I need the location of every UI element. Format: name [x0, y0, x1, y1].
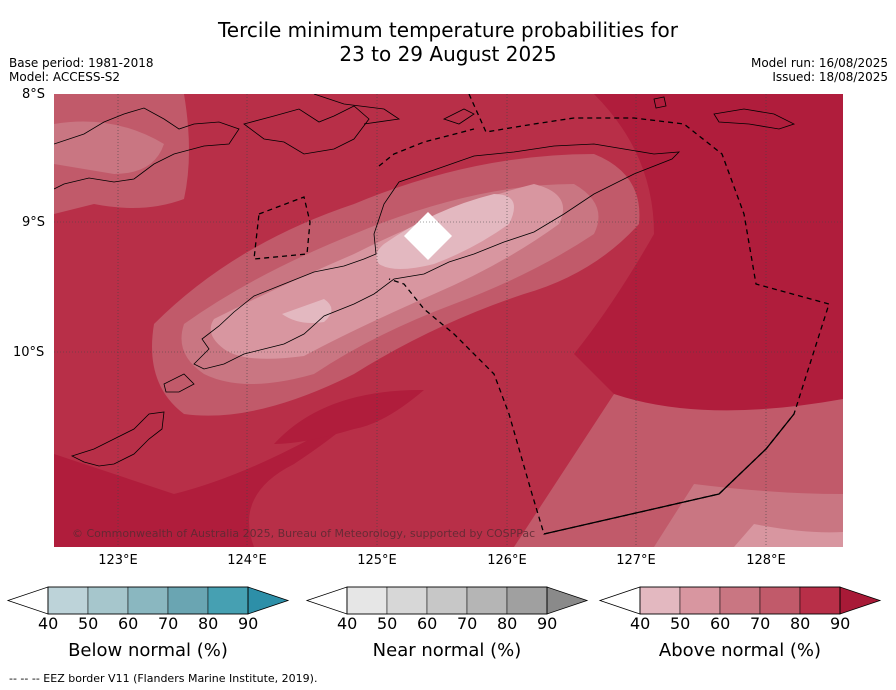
- colorbar-above-tick: 50: [670, 614, 691, 633]
- band-white: [404, 212, 452, 260]
- probability-map: [54, 94, 843, 547]
- base-period: Base period: 1981-2018: [9, 56, 154, 70]
- lon-label-128e: 128°E: [746, 553, 786, 568]
- solid-border: [543, 413, 795, 535]
- meta-left: Base period: 1981-2018 Model: ACCESS-S2: [9, 56, 154, 84]
- lon-label-127e: 127°E: [616, 553, 656, 568]
- colorbar-below-outline: [47, 586, 249, 615]
- coastlines: [54, 94, 796, 467]
- colorbar-near-tick: 70: [457, 614, 478, 633]
- colorbar-above-normal: [598, 586, 882, 615]
- colorbar-near-tick: 60: [417, 614, 438, 633]
- colorbar-above-tick: 70: [750, 614, 771, 633]
- colorbar-below-normal: [6, 586, 290, 615]
- colorbar-above-segment: [639, 586, 681, 615]
- colorbar-below-segment: [87, 586, 129, 615]
- colorbar-above-outline: [639, 586, 841, 615]
- issued-date: Issued: 18/08/2025: [772, 70, 888, 84]
- colorbar-near-low-extend: [305, 586, 348, 615]
- copyright-text: © Commonwealth of Australia 2025, Bureau…: [72, 527, 536, 540]
- colorbar-above-tick: 40: [630, 614, 651, 633]
- colorbar-above-segment: [719, 586, 761, 615]
- colorbar-near-segment: [426, 586, 468, 615]
- colorbar-near-tick: 50: [377, 614, 398, 633]
- colorbar-below-tick: 90: [238, 614, 259, 633]
- lon-label-123e: 123°E: [98, 553, 138, 568]
- colorbar-near-normal: [305, 586, 589, 615]
- lat-label-10s: 10°S: [13, 345, 45, 360]
- colorbar-near-segment: [506, 586, 548, 615]
- colorbar-above-tick: 60: [710, 614, 731, 633]
- colorbar-title-below: Below normal (%): [68, 640, 228, 661]
- lat-label-8s: 8°S: [22, 87, 46, 102]
- colorbar-title-above: Above normal (%): [658, 640, 822, 661]
- colorbar-near-segment: [346, 586, 388, 615]
- colorbar-near-segment: [386, 586, 428, 615]
- colorbar-above-segment: [759, 586, 801, 615]
- colorbar-below-high-extend: [247, 586, 290, 615]
- colorbar-below-tick: 70: [158, 614, 179, 633]
- eez-footer-note: -- -- -- EEZ border V11 (Flanders Marine…: [9, 672, 318, 685]
- lon-label-126e: 126°E: [487, 553, 527, 568]
- colorbar-below-segment: [207, 586, 249, 615]
- colorbar-below-tick: 60: [118, 614, 139, 633]
- model-name: Model: ACCESS-S2: [9, 70, 121, 84]
- colorbar-below-tick: 40: [38, 614, 59, 633]
- colorbar-near-tick: 40: [337, 614, 358, 633]
- colorbar-title-near: Near normal (%): [372, 640, 522, 661]
- colorbar-near-tick: 90: [537, 614, 558, 633]
- lat-label-9s: 9°S: [22, 215, 46, 230]
- colorbar-above-low-extend: [598, 586, 641, 615]
- colorbar-above-tick: 90: [830, 614, 851, 633]
- graticule: [54, 94, 843, 547]
- meta-right: Model run: 16/08/2025 Issued: 18/08/2025: [751, 56, 888, 84]
- colorbar-below-segment: [167, 586, 209, 615]
- colorbar-near-tick: 80: [497, 614, 518, 633]
- lon-label-124e: 124°E: [227, 553, 267, 568]
- lon-label-125e: 125°E: [357, 553, 397, 568]
- title-line-1: Tercile minimum temperature probabilitie…: [217, 18, 679, 42]
- colorbar-above-high-extend: [839, 586, 882, 615]
- colorbar-below-tick: 80: [198, 614, 219, 633]
- band-90-patch: [274, 389, 424, 444]
- colorbar-near-segment: [466, 586, 508, 615]
- map-title: Tercile minimum temperature probabilitie…: [0, 18, 896, 66]
- band-40-west: [282, 299, 332, 323]
- colorbar-above-segment: [799, 586, 841, 615]
- colorbar-near-outline: [346, 586, 548, 615]
- colorbar-below-segment: [47, 586, 89, 615]
- colorbar-below-low-extend: [6, 586, 49, 615]
- colorbar-above-segment: [679, 586, 721, 615]
- colorbar-below-segment: [127, 586, 169, 615]
- map-svg: [54, 94, 843, 547]
- colorbars-svg: [6, 586, 882, 615]
- title-line-2: 23 to 29 August 2025: [339, 42, 557, 66]
- model-run: Model run: 16/08/2025: [750, 56, 888, 70]
- colorbar-below-tick: 50: [78, 614, 99, 633]
- colorbar-above-tick: 80: [790, 614, 811, 633]
- band-50-south: [734, 524, 843, 547]
- colorbar-near-high-extend: [546, 586, 589, 615]
